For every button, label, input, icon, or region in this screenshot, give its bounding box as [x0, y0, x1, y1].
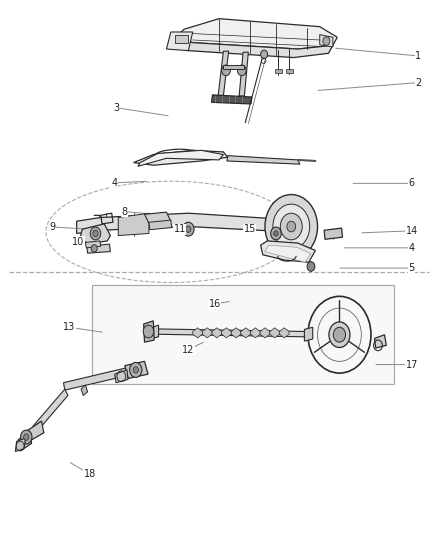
- Text: 9: 9: [49, 222, 56, 232]
- Polygon shape: [77, 237, 85, 244]
- Text: 4: 4: [409, 243, 415, 253]
- Polygon shape: [320, 35, 333, 47]
- Text: 6: 6: [409, 179, 415, 188]
- Polygon shape: [261, 241, 315, 262]
- Polygon shape: [212, 95, 252, 104]
- Polygon shape: [227, 156, 300, 164]
- Text: 4: 4: [112, 178, 118, 188]
- Polygon shape: [81, 385, 88, 395]
- Circle shape: [329, 322, 350, 348]
- Polygon shape: [87, 244, 110, 253]
- Circle shape: [287, 221, 296, 232]
- Text: 5: 5: [409, 263, 415, 273]
- Polygon shape: [144, 321, 154, 342]
- Circle shape: [261, 50, 268, 59]
- Text: 17: 17: [406, 360, 418, 369]
- Polygon shape: [18, 432, 32, 450]
- Polygon shape: [374, 335, 386, 348]
- Polygon shape: [286, 69, 293, 73]
- Polygon shape: [270, 328, 279, 338]
- Polygon shape: [115, 370, 128, 383]
- Polygon shape: [33, 389, 68, 433]
- Polygon shape: [218, 51, 229, 96]
- Polygon shape: [138, 150, 223, 166]
- Circle shape: [130, 362, 142, 377]
- Polygon shape: [241, 328, 251, 338]
- Text: 1: 1: [415, 51, 421, 61]
- Circle shape: [143, 325, 154, 338]
- Polygon shape: [193, 328, 202, 338]
- Polygon shape: [24, 421, 44, 442]
- Polygon shape: [223, 65, 244, 69]
- Text: 11: 11: [173, 224, 186, 234]
- Circle shape: [307, 262, 315, 271]
- Polygon shape: [15, 438, 25, 451]
- Text: 13: 13: [63, 322, 75, 332]
- Circle shape: [21, 430, 32, 444]
- Polygon shape: [92, 285, 394, 384]
- Circle shape: [237, 65, 246, 76]
- Polygon shape: [134, 150, 228, 165]
- Circle shape: [91, 245, 97, 252]
- Polygon shape: [212, 328, 222, 338]
- Polygon shape: [251, 328, 260, 338]
- Polygon shape: [153, 329, 307, 337]
- Polygon shape: [279, 328, 289, 338]
- Text: 14: 14: [406, 226, 418, 236]
- Polygon shape: [175, 19, 337, 49]
- Polygon shape: [80, 224, 110, 244]
- Circle shape: [265, 195, 318, 259]
- Text: 3: 3: [113, 103, 119, 112]
- Polygon shape: [145, 212, 171, 223]
- Text: 18: 18: [84, 470, 96, 479]
- Polygon shape: [265, 245, 311, 262]
- Circle shape: [186, 226, 191, 232]
- Text: 2: 2: [415, 78, 421, 87]
- Circle shape: [333, 327, 346, 342]
- Circle shape: [323, 37, 330, 45]
- Circle shape: [271, 227, 281, 240]
- Text: 12: 12: [182, 345, 194, 354]
- Polygon shape: [85, 241, 101, 248]
- Polygon shape: [239, 52, 248, 96]
- Circle shape: [133, 367, 138, 373]
- Text: 10: 10: [72, 237, 84, 247]
- Circle shape: [222, 65, 230, 76]
- Polygon shape: [149, 220, 172, 230]
- Circle shape: [274, 231, 278, 236]
- Text: 8: 8: [122, 207, 128, 216]
- Text: 15: 15: [244, 224, 256, 234]
- Polygon shape: [275, 69, 282, 73]
- Polygon shape: [231, 328, 241, 338]
- Polygon shape: [222, 328, 231, 338]
- Circle shape: [24, 434, 29, 440]
- Circle shape: [280, 213, 302, 240]
- Polygon shape: [304, 327, 313, 341]
- Circle shape: [93, 230, 98, 237]
- Polygon shape: [166, 32, 193, 51]
- Circle shape: [90, 227, 101, 240]
- Polygon shape: [260, 328, 270, 338]
- Polygon shape: [125, 361, 148, 378]
- Polygon shape: [171, 37, 333, 58]
- Polygon shape: [324, 228, 343, 239]
- Text: 16: 16: [208, 299, 221, 309]
- Polygon shape: [77, 213, 289, 233]
- Polygon shape: [151, 325, 159, 338]
- Polygon shape: [118, 213, 149, 236]
- Polygon shape: [64, 365, 142, 390]
- Polygon shape: [175, 35, 188, 43]
- Polygon shape: [202, 328, 212, 338]
- Circle shape: [273, 204, 310, 249]
- Circle shape: [183, 222, 194, 236]
